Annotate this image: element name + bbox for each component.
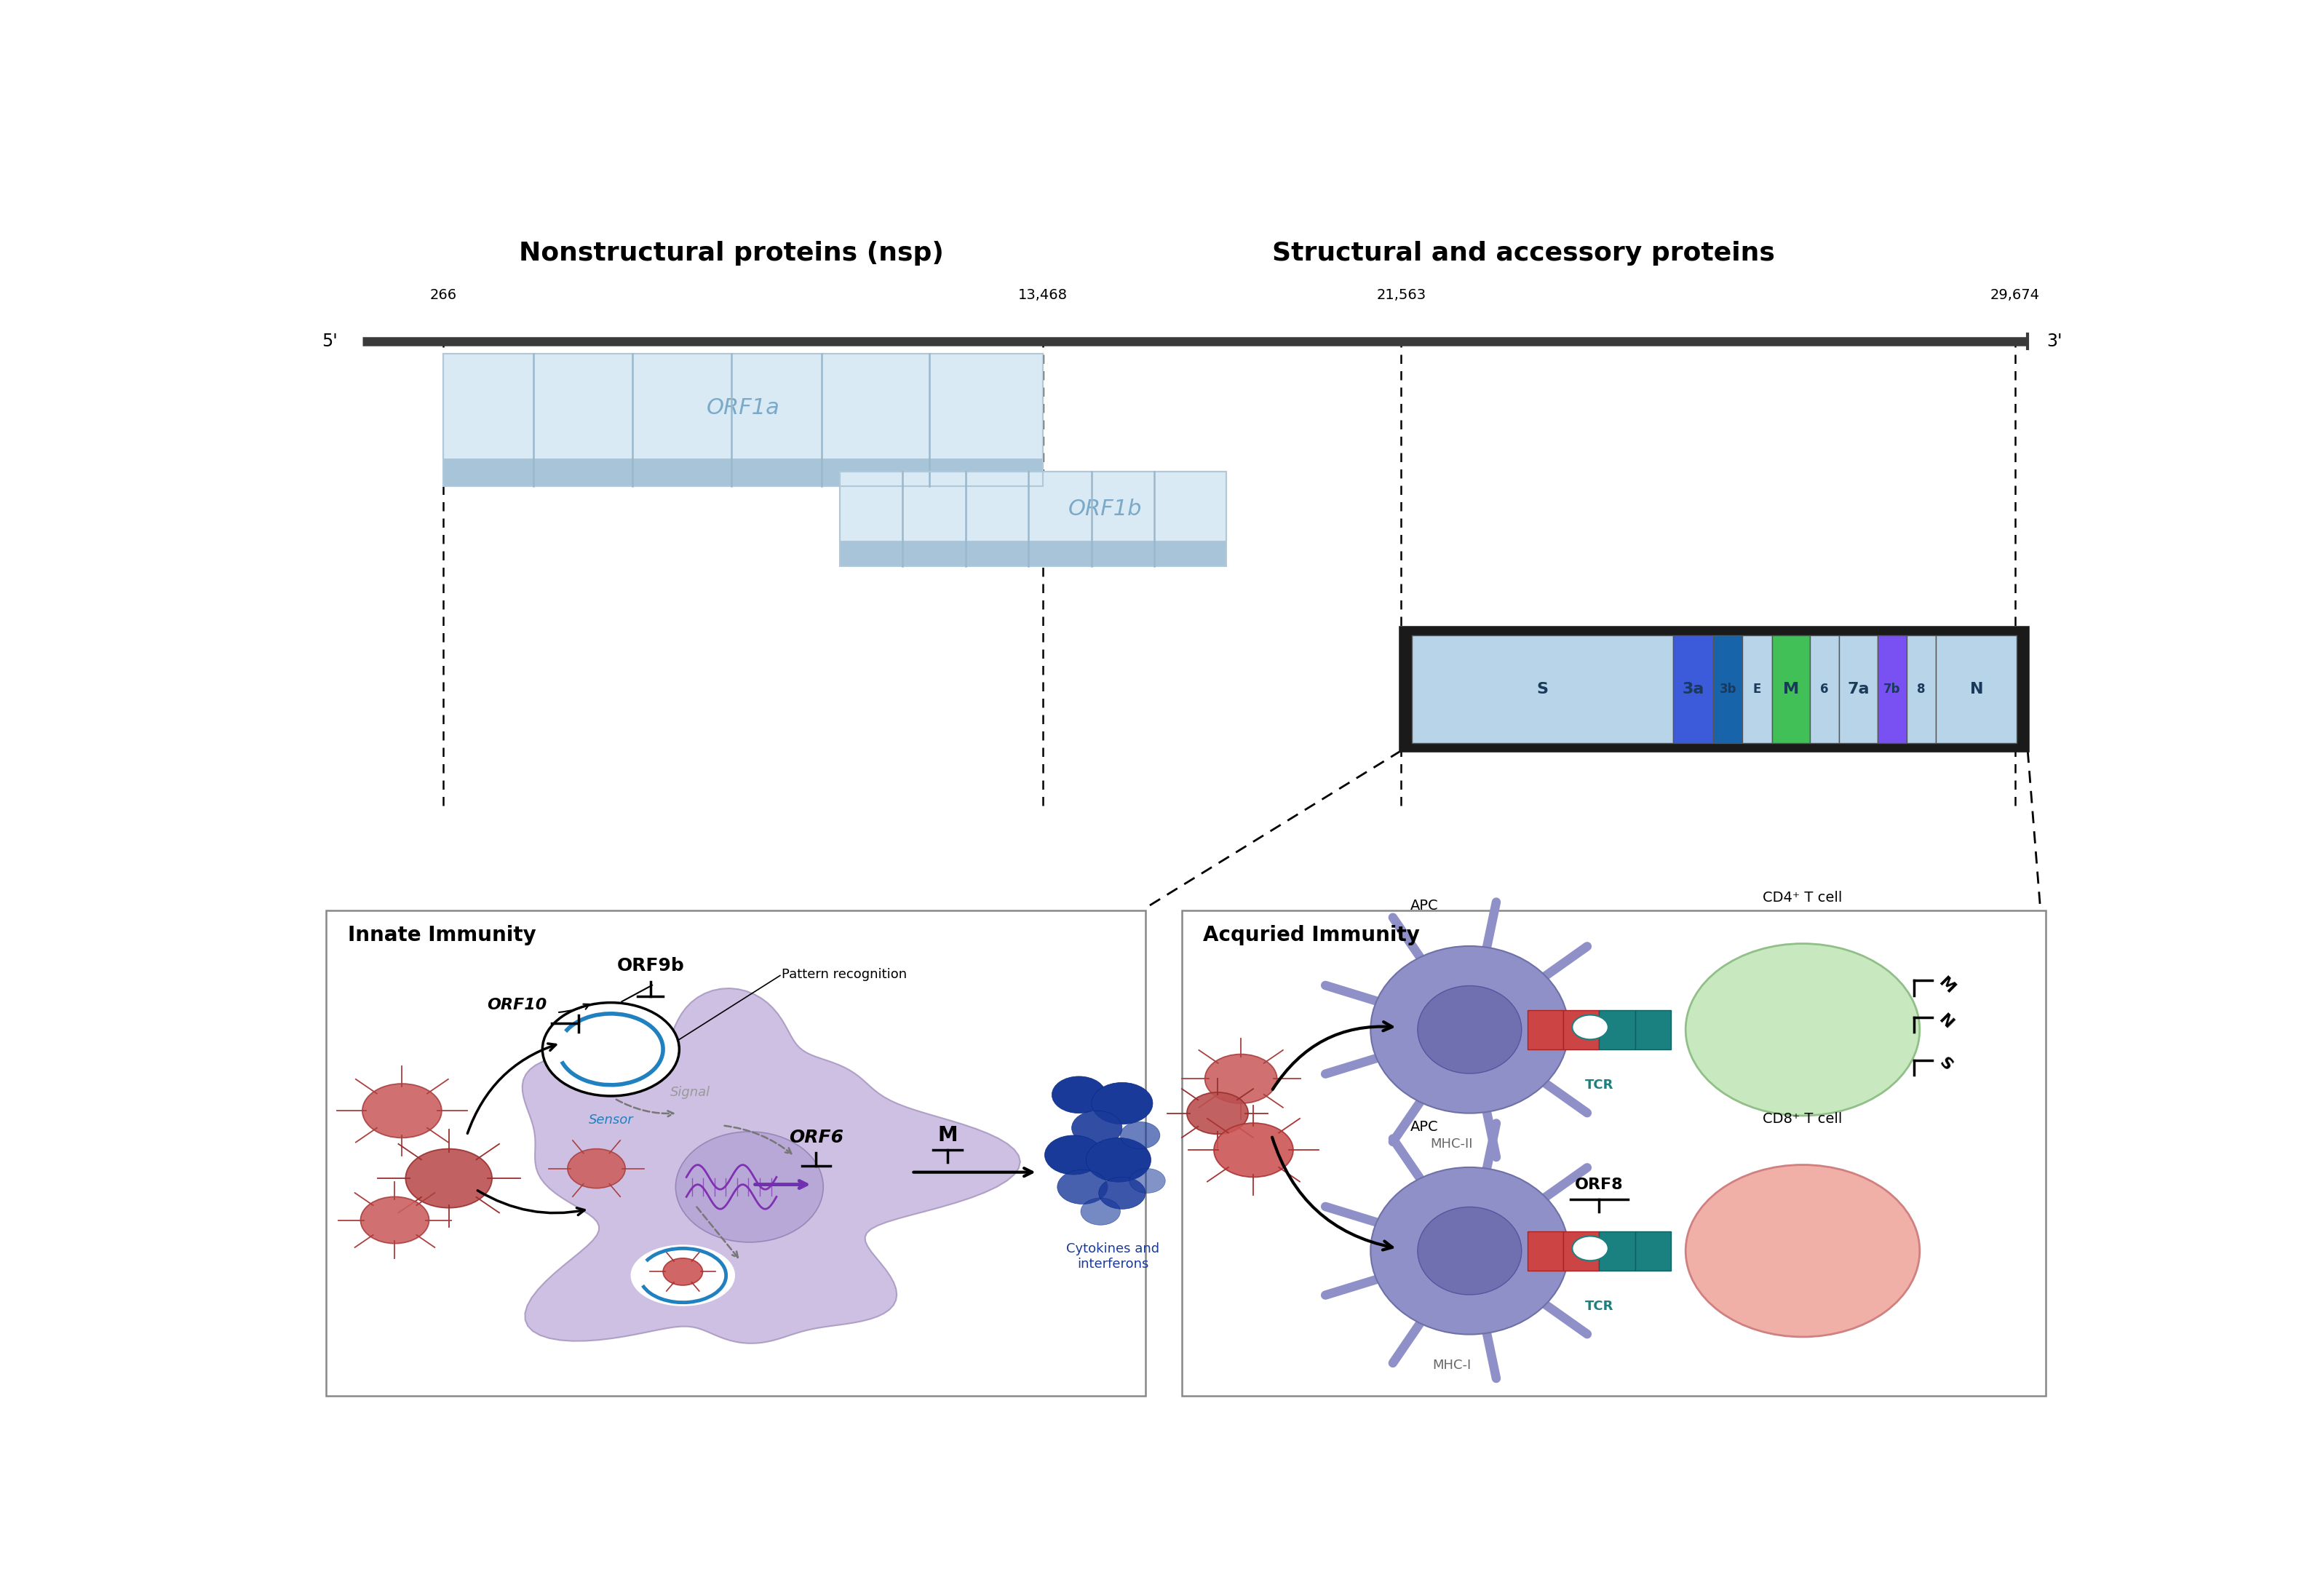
FancyBboxPatch shape <box>1598 1231 1635 1270</box>
Text: Sensor: Sensor <box>588 1114 634 1127</box>
Text: 3b: 3b <box>1719 683 1738 696</box>
Text: E: E <box>1754 683 1761 696</box>
Circle shape <box>360 1197 430 1243</box>
Circle shape <box>583 1028 630 1060</box>
Circle shape <box>1129 1168 1166 1194</box>
Circle shape <box>1215 1124 1294 1178</box>
Text: ORF8: ORF8 <box>1575 1178 1624 1192</box>
Text: CD8⁺ T cell: CD8⁺ T cell <box>1763 1112 1842 1125</box>
Ellipse shape <box>1417 1207 1522 1294</box>
FancyBboxPatch shape <box>444 354 1043 460</box>
FancyBboxPatch shape <box>1935 635 2016 744</box>
FancyBboxPatch shape <box>1714 635 1742 744</box>
Text: N: N <box>1935 1012 1956 1033</box>
Ellipse shape <box>1686 1165 1919 1337</box>
FancyBboxPatch shape <box>1810 635 1840 744</box>
Text: Innate Immunity: Innate Immunity <box>348 926 537 945</box>
Text: Nonstructural proteins (nsp): Nonstructural proteins (nsp) <box>518 241 943 265</box>
Text: TCR: TCR <box>1584 1301 1614 1314</box>
Text: Cytokines and
interferons: Cytokines and interferons <box>1066 1242 1159 1270</box>
FancyBboxPatch shape <box>1598 1010 1635 1049</box>
FancyBboxPatch shape <box>1840 635 1877 744</box>
Text: APC: APC <box>1410 899 1438 913</box>
Text: Signal: Signal <box>669 1085 711 1100</box>
FancyBboxPatch shape <box>839 472 1227 541</box>
FancyBboxPatch shape <box>1526 1231 1563 1270</box>
FancyBboxPatch shape <box>1635 1010 1670 1049</box>
Text: ORF6: ORF6 <box>790 1128 843 1146</box>
Circle shape <box>407 1149 492 1208</box>
Text: 13,468: 13,468 <box>1017 289 1069 302</box>
Text: Pattern recognition: Pattern recognition <box>783 967 906 982</box>
Text: S: S <box>1536 681 1547 696</box>
Text: 8: 8 <box>1916 683 1926 696</box>
Circle shape <box>1573 1235 1608 1261</box>
Circle shape <box>1087 1138 1150 1183</box>
Ellipse shape <box>630 1245 734 1306</box>
Circle shape <box>1071 1111 1122 1146</box>
PathPatch shape <box>523 988 1020 1344</box>
FancyBboxPatch shape <box>1182 910 2047 1396</box>
Ellipse shape <box>676 1132 822 1242</box>
FancyBboxPatch shape <box>1907 635 1935 744</box>
Text: MHC-I: MHC-I <box>1433 1360 1470 1373</box>
FancyBboxPatch shape <box>1635 1231 1670 1270</box>
FancyBboxPatch shape <box>1412 635 1673 744</box>
Text: 21,563: 21,563 <box>1378 289 1426 302</box>
Circle shape <box>1045 1135 1103 1175</box>
Text: 266: 266 <box>430 289 458 302</box>
Circle shape <box>1120 1122 1159 1149</box>
Circle shape <box>1573 1015 1608 1039</box>
Ellipse shape <box>1686 943 1919 1116</box>
FancyBboxPatch shape <box>1563 1231 1598 1270</box>
FancyBboxPatch shape <box>1401 627 2028 750</box>
FancyBboxPatch shape <box>444 460 1043 487</box>
Text: S: S <box>1935 1055 1954 1074</box>
Text: TCR: TCR <box>1584 1079 1614 1092</box>
FancyBboxPatch shape <box>325 910 1145 1396</box>
Text: 7b: 7b <box>1884 683 1900 696</box>
Circle shape <box>1080 1199 1120 1226</box>
Text: 6: 6 <box>1821 683 1828 696</box>
FancyBboxPatch shape <box>1526 1010 1563 1049</box>
Circle shape <box>567 1149 625 1187</box>
Text: Acquried Immunity: Acquried Immunity <box>1203 926 1419 945</box>
Text: 7a: 7a <box>1847 681 1870 696</box>
Ellipse shape <box>1417 986 1522 1074</box>
Text: 3': 3' <box>2047 332 2063 350</box>
Circle shape <box>1052 1076 1106 1114</box>
Text: M: M <box>1935 975 1958 998</box>
FancyBboxPatch shape <box>1673 635 1714 744</box>
Circle shape <box>1187 1092 1247 1135</box>
FancyBboxPatch shape <box>1563 1010 1598 1049</box>
Text: 5': 5' <box>323 332 337 350</box>
Circle shape <box>1057 1170 1108 1203</box>
FancyBboxPatch shape <box>1742 635 1772 744</box>
Text: APC: APC <box>1410 1120 1438 1135</box>
Text: MHC-II: MHC-II <box>1431 1138 1473 1151</box>
Text: 3a: 3a <box>1682 681 1705 696</box>
Text: 29,674: 29,674 <box>1991 289 2040 302</box>
Text: CD4⁺ T cell: CD4⁺ T cell <box>1763 891 1842 905</box>
Circle shape <box>662 1258 702 1285</box>
Circle shape <box>1206 1055 1278 1103</box>
Ellipse shape <box>1371 946 1568 1114</box>
FancyBboxPatch shape <box>1877 635 1907 744</box>
FancyBboxPatch shape <box>1772 635 1810 744</box>
Text: ORF9b: ORF9b <box>616 958 685 975</box>
Text: M: M <box>1782 681 1798 696</box>
Text: ORF1a: ORF1a <box>706 397 781 418</box>
Text: Structural and accessory proteins: Structural and accessory proteins <box>1273 241 1775 265</box>
Circle shape <box>1092 1082 1152 1124</box>
Text: ORF10: ORF10 <box>488 998 548 1012</box>
Ellipse shape <box>1371 1167 1568 1334</box>
FancyBboxPatch shape <box>839 541 1227 567</box>
Text: N: N <box>1970 681 1984 696</box>
Circle shape <box>362 1084 441 1138</box>
Circle shape <box>1099 1178 1145 1210</box>
Circle shape <box>541 1002 678 1096</box>
Text: M: M <box>938 1125 957 1146</box>
Text: ORF1b: ORF1b <box>1069 498 1143 520</box>
